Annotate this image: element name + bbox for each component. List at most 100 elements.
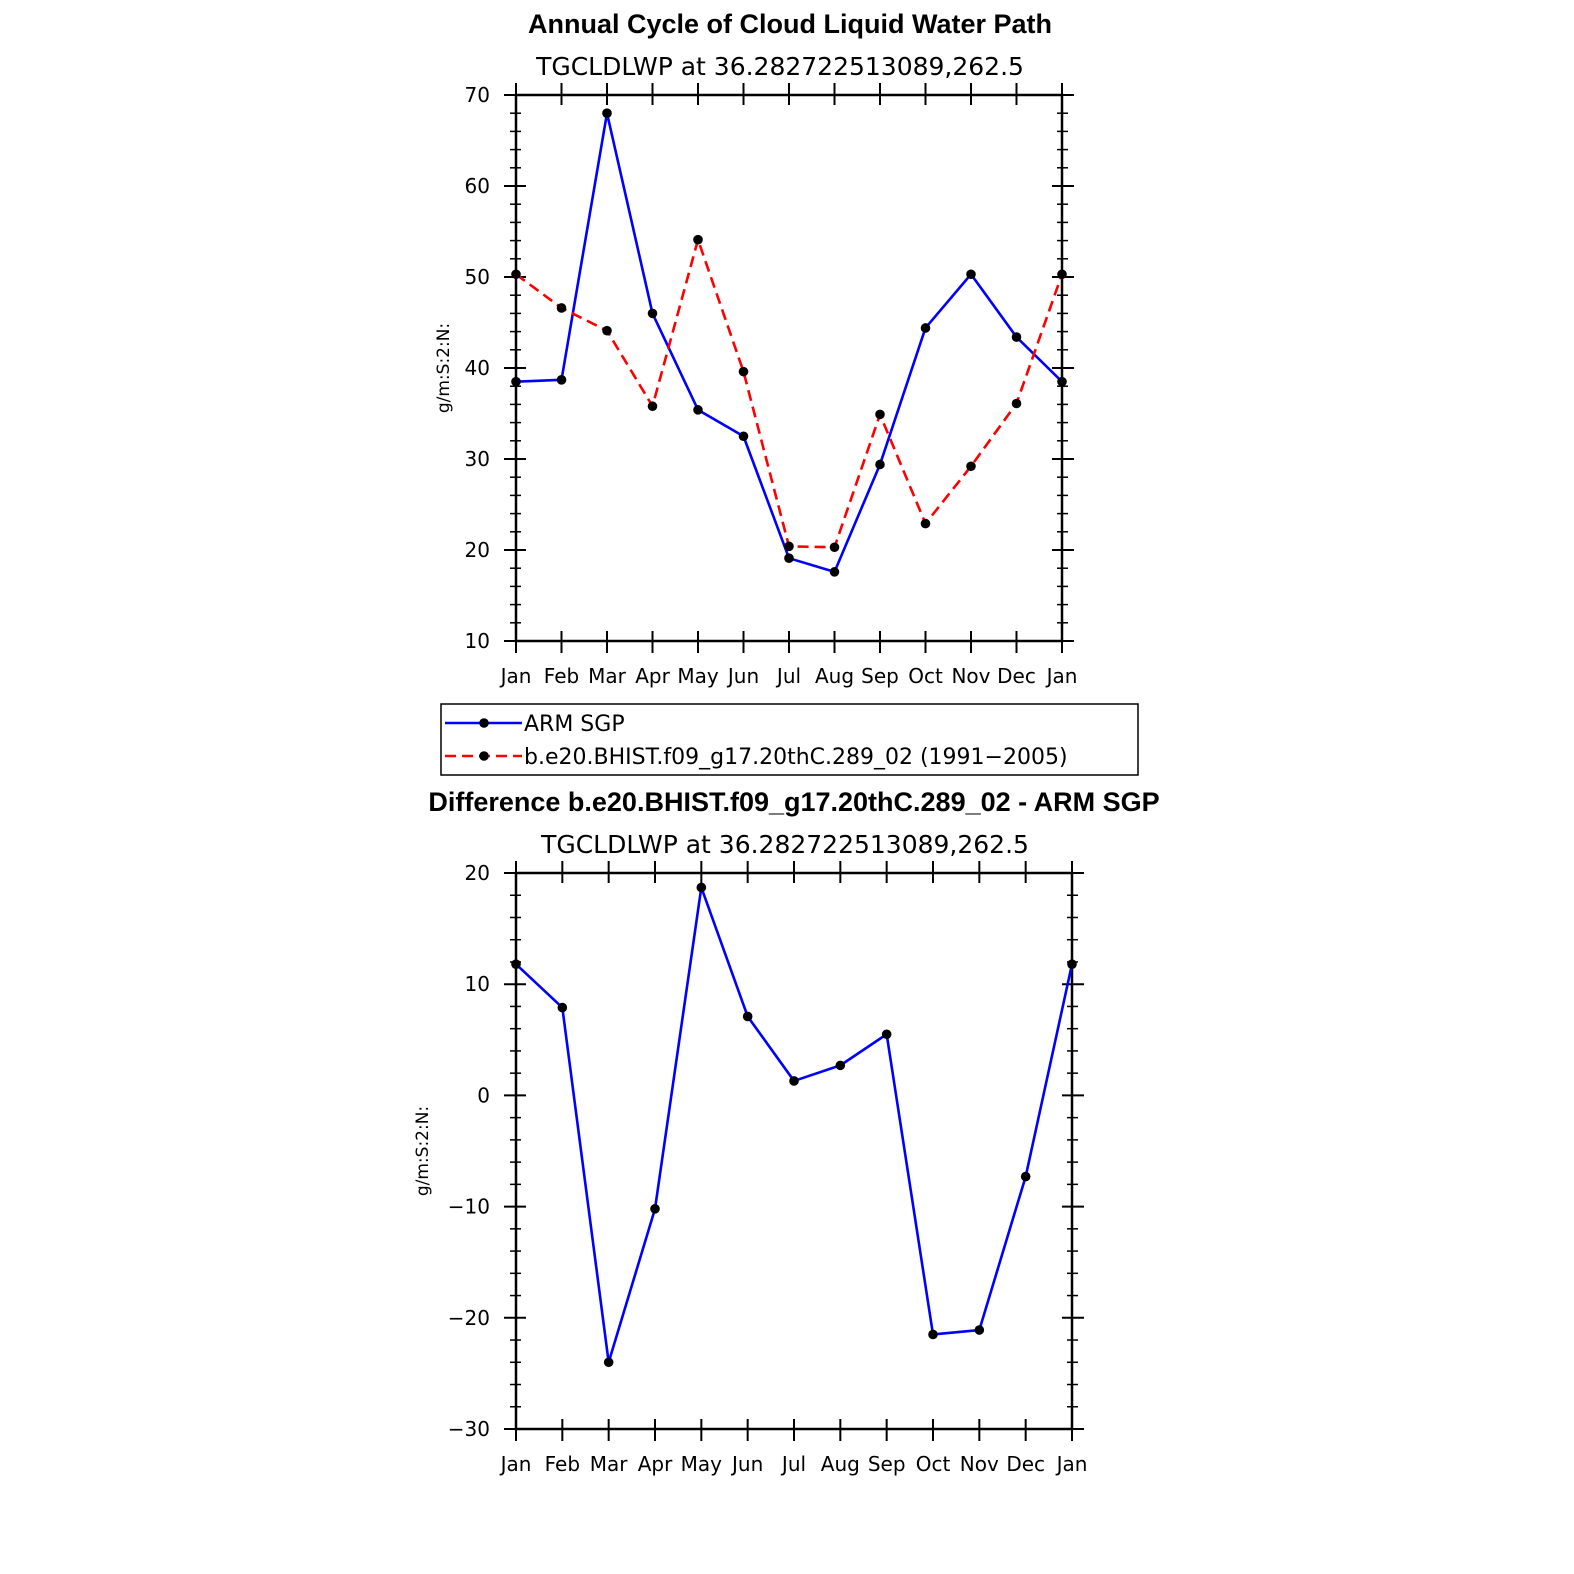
- legend-marker-arm-sgp: [479, 718, 489, 728]
- data-point: [920, 323, 931, 333]
- x-tick-label: Aug: [815, 664, 854, 688]
- data-point: [693, 234, 703, 245]
- data-point: [835, 1060, 846, 1071]
- series-lines: [515, 886, 1074, 1364]
- x-tick-label: Mar: [588, 664, 627, 688]
- x-tick-label: Feb: [545, 1452, 580, 1476]
- data-point: [1057, 269, 1067, 280]
- x-tick-label: Nov: [951, 664, 990, 688]
- data-point: [602, 325, 612, 336]
- data-point: [875, 459, 885, 470]
- data-point: [829, 567, 840, 577]
- data-point: [1011, 332, 1022, 342]
- x-tick-label: Jul: [775, 664, 801, 688]
- data-point: [881, 1029, 892, 1040]
- legend: ARM SGP b.e20.BHIST.f09_g17.20thC.289_02…: [440, 703, 1139, 776]
- x-tick-label: Jan: [499, 664, 532, 688]
- data-point: [647, 401, 658, 412]
- x-tick-label: Oct: [908, 664, 943, 688]
- data-point: [1057, 376, 1067, 387]
- data-point: [789, 1076, 799, 1086]
- data-point: [974, 1325, 985, 1335]
- data-point: [738, 431, 749, 442]
- series-points: [511, 882, 1077, 1368]
- data-point: [511, 269, 521, 280]
- y-tick-label: 10: [465, 972, 490, 996]
- legend-label-model: b.e20.BHIST.f09_g17.20thC.289_02 (1991−2…: [524, 745, 1068, 770]
- y-axis-label: g/m:S:2:N:: [434, 323, 454, 413]
- data-point: [556, 303, 567, 313]
- y-tick-label: 0: [477, 1083, 490, 1107]
- data-point: [511, 959, 521, 969]
- x-tick-label: Oct: [916, 1452, 951, 1476]
- x-tick-label: Dec: [1006, 1452, 1045, 1476]
- panel-difference: Difference b.e20.BHIST.f09_g17.20thC.289…: [413, 787, 1160, 1476]
- data-point: [784, 541, 794, 552]
- y-tick-label: 20: [465, 861, 490, 885]
- data-point: [557, 1002, 568, 1013]
- data-point: [511, 376, 521, 387]
- data-point: [875, 409, 885, 420]
- series-points: [511, 108, 1067, 577]
- y-tick-label: −30: [448, 1417, 490, 1441]
- data-point: [829, 542, 840, 553]
- chart-subtitle: TGCLDLWP at 36.282722513089,262.5: [540, 830, 1029, 859]
- axis-ticks: [504, 861, 1084, 1441]
- y-tick-label: −20: [448, 1306, 490, 1330]
- series-lines: [515, 111, 1064, 574]
- data-point: [738, 366, 749, 377]
- y-tick-label: 70: [465, 83, 490, 107]
- data-point: [647, 308, 658, 319]
- legend-box: [440, 703, 1139, 776]
- data-point: [693, 405, 703, 415]
- x-tick-label: Jan: [499, 1452, 532, 1476]
- data-point: [742, 1011, 753, 1022]
- x-tick-label: Jan: [1055, 1452, 1088, 1476]
- chart-subtitle: TGCLDLWP at 36.282722513089,262.5: [535, 52, 1024, 81]
- y-tick-label: 40: [465, 356, 490, 380]
- data-point: [966, 461, 976, 472]
- series-line-0: [515, 111, 1063, 574]
- legend-marker-model: [479, 751, 489, 761]
- data-point: [603, 1357, 614, 1368]
- plot-frame: [514, 871, 1074, 1431]
- legend-label-arm-sgp: ARM SGP: [524, 712, 625, 737]
- data-point: [1067, 959, 1077, 969]
- x-tick-label: May: [681, 1452, 723, 1476]
- data-point: [784, 553, 794, 563]
- chart-title: Annual Cycle of Cloud Liquid Water Path: [528, 9, 1052, 39]
- x-tick-label: Apr: [635, 664, 670, 688]
- data-point: [1020, 1171, 1031, 1182]
- x-tick-label: Mar: [590, 1452, 629, 1476]
- x-tick-label: Apr: [638, 1452, 673, 1476]
- y-tick-label: 10: [465, 629, 490, 653]
- data-point: [928, 1329, 938, 1340]
- x-tick-label: Jul: [780, 1452, 806, 1476]
- chart-title: Difference b.e20.BHIST.f09_g17.20thC.289…: [428, 787, 1159, 817]
- x-tick-label: Dec: [997, 664, 1036, 688]
- x-tick-label: Jun: [730, 1452, 763, 1476]
- x-tick-label: Feb: [544, 664, 579, 688]
- x-tick-label: Jan: [1045, 664, 1078, 688]
- data-point: [1011, 398, 1022, 409]
- y-axis-label: g/m:S:2:N:: [413, 1106, 433, 1196]
- y-tick-label: 20: [465, 538, 490, 562]
- x-tick-labels: Jan Feb Mar Apr May Jun Jul Aug Sep Oct Nov Dec Jan: [499, 1452, 1088, 1476]
- y-tick-labels: 10 20 30 40 50 60 70: [465, 83, 490, 653]
- y-tick-labels: −30 −20 −10 0 10 20: [448, 861, 490, 1441]
- legend-entry-arm-sgp: ARM SGP: [445, 712, 625, 737]
- x-tick-label: Aug: [821, 1452, 860, 1476]
- x-tick-label: Sep: [861, 664, 899, 688]
- x-tick-label: Nov: [960, 1452, 999, 1476]
- y-tick-label: 30: [465, 447, 490, 471]
- x-tick-labels: Jan Feb Mar Apr May Jun Jul Aug Sep Oct Nov Dec Jan: [499, 664, 1078, 688]
- data-point: [966, 269, 976, 280]
- y-tick-label: 50: [465, 265, 490, 289]
- series-line-0: [515, 886, 1074, 1364]
- panel-annual-cycle: Annual Cycle of Cloud Liquid Water Path …: [434, 9, 1077, 688]
- data-point: [920, 518, 931, 529]
- y-tick-label: 60: [465, 174, 490, 198]
- data-point: [696, 882, 707, 893]
- data-point: [602, 108, 612, 118]
